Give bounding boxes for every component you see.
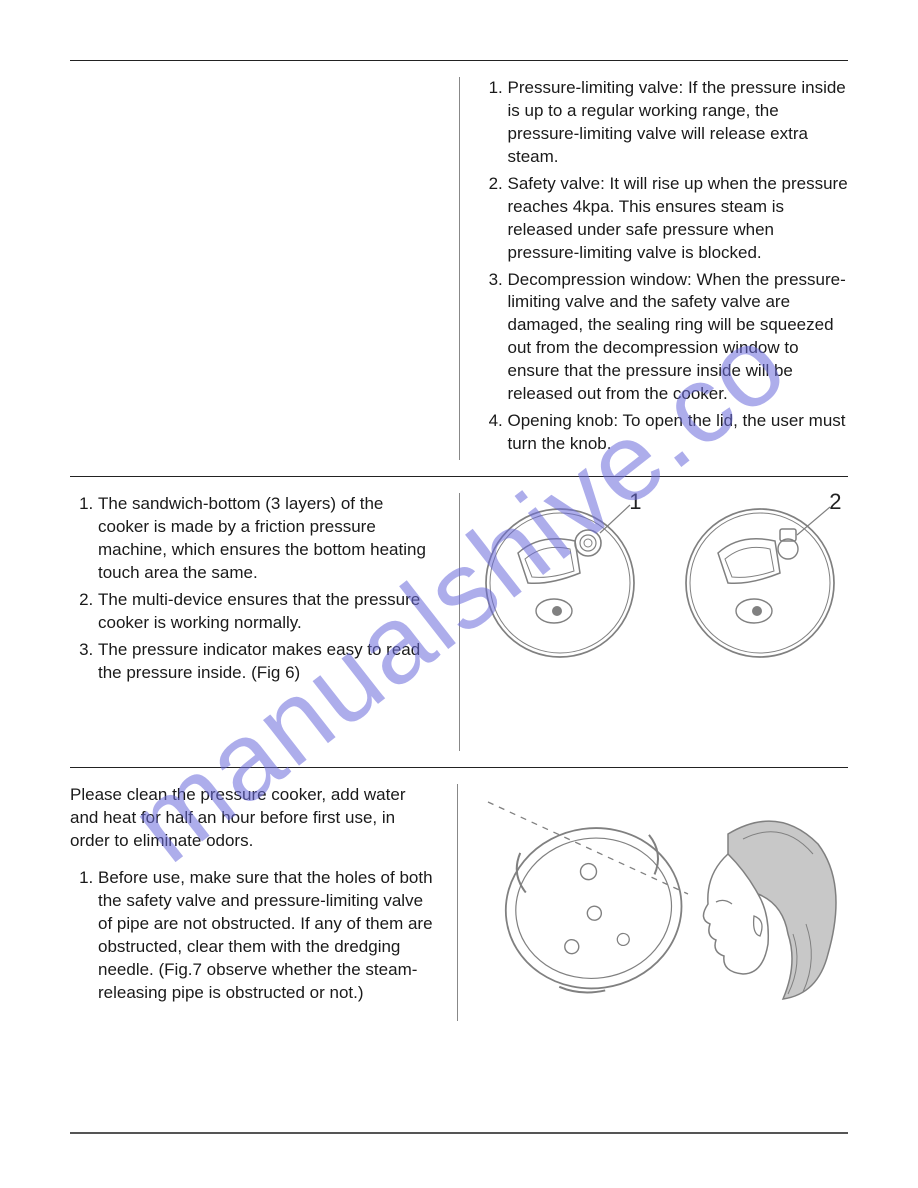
section-1-right: Pressure-limiting valve: If the pressure… bbox=[460, 77, 849, 460]
section-3: Please clean the pressure cooker, add wa… bbox=[70, 768, 848, 1037]
section-3-intro: Please clean the pressure cooker, add wa… bbox=[70, 784, 437, 853]
list-item: Decompression window: When the pressure-… bbox=[508, 269, 849, 407]
section-2-list: The sandwich-bottom (3 layers) of the co… bbox=[70, 493, 439, 685]
lid-top-icon bbox=[680, 493, 840, 663]
figure-6-pair: 1 bbox=[480, 493, 849, 670]
figure-6-left: 1 bbox=[480, 493, 640, 670]
section-1-list: Pressure-limiting valve: If the pressure… bbox=[480, 77, 849, 456]
figure-label-2: 2 bbox=[829, 487, 841, 517]
section-1-left-empty bbox=[70, 77, 460, 460]
lid-top-icon bbox=[480, 493, 640, 663]
section-2: The sandwich-bottom (3 layers) of the co… bbox=[70, 477, 848, 767]
section-2-left: The sandwich-bottom (3 layers) of the co… bbox=[70, 493, 460, 751]
figure-6-right: 2 bbox=[680, 493, 840, 670]
section-3-right bbox=[458, 784, 848, 1021]
figure-label-1: 1 bbox=[629, 487, 641, 517]
list-item: The multi-device ensures that the pressu… bbox=[98, 589, 439, 635]
list-item: Safety valve: It will rise up when the p… bbox=[508, 173, 849, 265]
list-item: The sandwich-bottom (3 layers) of the co… bbox=[98, 493, 439, 585]
manual-page: manualshive.co Pressure-limiting valve: … bbox=[0, 0, 918, 1188]
list-item: The pressure indicator makes easy to rea… bbox=[98, 639, 439, 685]
section-3-left: Please clean the pressure cooker, add wa… bbox=[70, 784, 458, 1021]
list-item: Before use, make sure that the holes of … bbox=[98, 867, 437, 1005]
section-3-list: Before use, make sure that the holes of … bbox=[70, 867, 437, 1005]
section-2-right: 1 bbox=[460, 493, 849, 751]
list-item: Pressure-limiting valve: If the pressure… bbox=[508, 77, 849, 169]
rule-bottom bbox=[70, 1132, 848, 1134]
list-item: Opening knob: To open the lid, the user … bbox=[508, 410, 849, 456]
figure-7-observe-icon bbox=[478, 784, 848, 1014]
section-1: Pressure-limiting valve: If the pressure… bbox=[70, 61, 848, 476]
